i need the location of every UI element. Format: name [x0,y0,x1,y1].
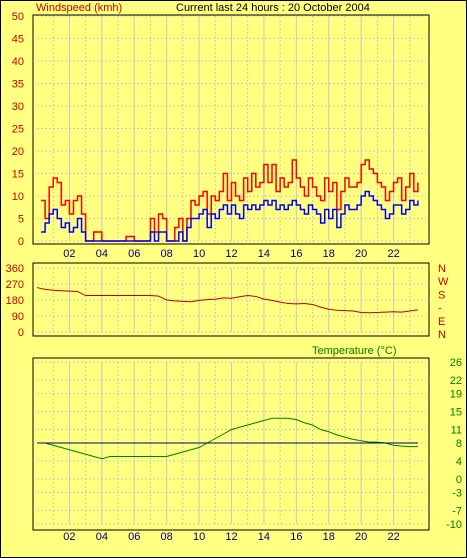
y-tick-label: 20 [12,146,24,158]
y-tick-label: 50 [12,11,24,23]
x-tick-label: 10 [193,531,205,543]
y-tick-label: 15 [12,169,24,181]
windspeed-axis-label: Windspeed (kmh) [36,2,122,14]
x-tick-label: 04 [96,248,108,260]
x-tick-label: 10 [193,248,205,260]
y-tick-label: -7 [452,506,462,518]
y-tick-label: 35 [12,79,24,91]
y-tick-label: 90 [12,311,24,323]
x-tick-label: 06 [128,531,140,543]
y-tick-label: 5 [18,214,24,226]
y-tick-label: 26 [450,357,462,369]
series-line [41,190,419,242]
temperature-axis-label: Temperature (°C) [312,345,396,357]
y-tick-label: 8 [456,438,462,450]
y-tick-label: 0 [18,236,24,248]
x-tick-label: 20 [355,531,367,543]
y-tick-label: 270 [6,279,24,291]
y-tick-label: 0 [456,474,462,486]
y-tick-label: 11 [451,425,462,437]
y-tick-label: 22 [450,375,462,387]
compass-label: - [438,303,442,315]
x-tick-label: 14 [258,248,270,260]
data-series [36,159,419,460]
y-tick-label: -3 [452,488,462,500]
compass-label: S [438,289,445,301]
x-tick-label: 02 [63,531,75,543]
y-tick-label: 30 [12,101,24,113]
compass-label: N [438,263,446,275]
y-tick-label: 45 [12,34,24,46]
x-tick-label: 04 [96,531,108,543]
y-tick-label: 40 [12,56,24,68]
x-tick-label: 20 [355,248,367,260]
y-tick-label: 10 [12,191,24,203]
compass-label: N [438,329,446,341]
x-tick-label: 16 [290,248,302,260]
x-tick-label: 22 [387,531,399,543]
y-tick-label: 15 [450,407,462,419]
series-line [36,287,418,314]
y-tick-label: 360 [6,263,24,275]
x-tick-label: 12 [225,248,237,260]
compass-label: W [438,276,449,288]
x-tick-label: 14 [258,531,270,543]
y-tick-label: 180 [6,295,24,307]
y-tick-label: 25 [12,124,24,136]
y-tick-label: -10 [446,519,462,531]
chart-title: Current last 24 hours : 20 October 2004 [176,2,370,14]
x-tick-label: 02 [63,248,75,260]
x-tick-label: 18 [323,248,335,260]
x-tick-label: 18 [323,531,335,543]
x-tick-label: 08 [161,248,173,260]
x-tick-label: 06 [128,248,140,260]
compass-label: E [438,316,445,328]
y-tick-label: 0 [18,327,24,339]
x-tick-label: 16 [290,531,302,543]
y-tick-label: 19 [450,389,462,401]
series-line [37,417,418,460]
x-tick-label: 08 [161,531,173,543]
x-tick-label: 12 [225,531,237,543]
y-tick-label: 4 [456,456,462,468]
x-tick-label: 22 [387,248,399,260]
